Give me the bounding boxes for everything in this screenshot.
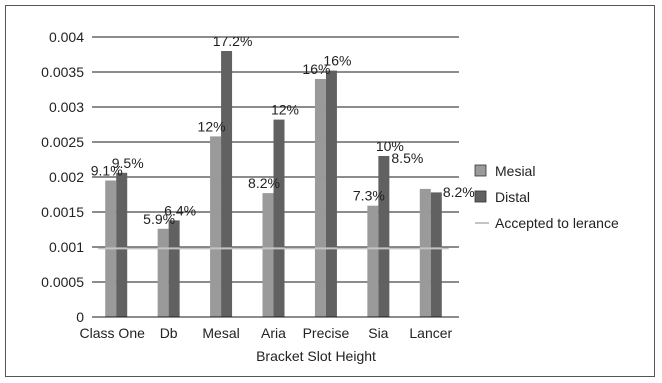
bar-distal bbox=[273, 119, 285, 317]
bar-distal bbox=[221, 51, 233, 317]
data-label: 9.1% bbox=[91, 163, 123, 179]
y-tick-label: 0.0035 bbox=[41, 64, 84, 80]
legend: Mesial Distal Accepted to lerance bbox=[474, 163, 619, 231]
bar-distal bbox=[325, 70, 337, 317]
y-axis: 0 0.0005 0.001 0.0015 0.002 0.0025 0.003 0.0035… bbox=[41, 29, 84, 325]
x-tick-label: Aria bbox=[261, 325, 286, 341]
y-tick-label: 0.0015 bbox=[41, 204, 84, 220]
y-tick-label: 0.003 bbox=[49, 99, 84, 115]
data-label: 9.5% bbox=[112, 155, 144, 171]
legend-swatch-distal bbox=[474, 190, 487, 203]
data-label: 16% bbox=[323, 53, 351, 69]
data-label: 12% bbox=[198, 118, 226, 134]
x-tick-label: Db bbox=[160, 325, 178, 341]
bar-distal bbox=[168, 220, 180, 317]
legend-label-distal: Distal bbox=[495, 189, 530, 205]
bar-distal bbox=[378, 156, 390, 317]
y-tick-label: 0.0025 bbox=[41, 134, 84, 150]
bar-mesial bbox=[367, 205, 379, 317]
data-label: 5.9% bbox=[143, 211, 175, 227]
bar-distal bbox=[430, 192, 442, 317]
y-tick-label: 0.004 bbox=[49, 29, 84, 45]
x-axis: Class One Db Mesal Aria Precise Sia Lancer bbox=[80, 316, 459, 341]
data-label: 8.2% bbox=[443, 184, 475, 200]
chart-frame: 0 0.0005 0.001 0.0015 0.002 0.0025 0.003 0.0035… bbox=[5, 5, 655, 377]
x-tick-label: Class One bbox=[80, 325, 146, 341]
data-label: 6.4% bbox=[164, 202, 196, 218]
bar-mesial bbox=[314, 79, 326, 317]
data-label: 7.3% bbox=[353, 188, 385, 204]
data-label: 8.2% bbox=[248, 175, 280, 191]
legend-swatch-mesial bbox=[474, 164, 487, 177]
bar-chart: 0 0.0005 0.001 0.0015 0.002 0.0025 0.003 0.0035… bbox=[41, 29, 619, 364]
bar-mesial bbox=[210, 136, 222, 317]
x-tick-label: Precise bbox=[303, 325, 350, 341]
y-tick-label: 0 bbox=[76, 309, 84, 325]
y-tick-label: 0.002 bbox=[49, 169, 84, 185]
x-axis-title: Bracket Slot Height bbox=[256, 348, 376, 364]
x-tick-label: Sia bbox=[368, 325, 388, 341]
x-tick-label: Mesal bbox=[202, 325, 239, 341]
bar-mesial bbox=[419, 188, 431, 317]
data-label: 8.5% bbox=[391, 150, 423, 166]
data-label: 16% bbox=[302, 61, 330, 77]
bars bbox=[98, 51, 449, 317]
x-tick-label: Lancer bbox=[409, 325, 452, 341]
legend-label-reference: Accepted to lerance bbox=[495, 215, 619, 231]
bar-mesial bbox=[157, 228, 169, 317]
y-tick-label: 0.001 bbox=[49, 239, 84, 255]
data-label: 17.2% bbox=[213, 33, 253, 49]
data-label: 10% bbox=[376, 138, 404, 154]
bar-mesial bbox=[262, 193, 274, 317]
data-labels: 9.1%9.5% 5.9%6.4% 12% 17.2% 8.2% 12% 16%16% 7.3… bbox=[91, 33, 475, 227]
bar-distal bbox=[116, 172, 128, 317]
legend-label-mesial: Mesial bbox=[495, 163, 535, 179]
y-tick-label: 0.0005 bbox=[41, 274, 84, 290]
data-label: 12% bbox=[271, 102, 299, 118]
